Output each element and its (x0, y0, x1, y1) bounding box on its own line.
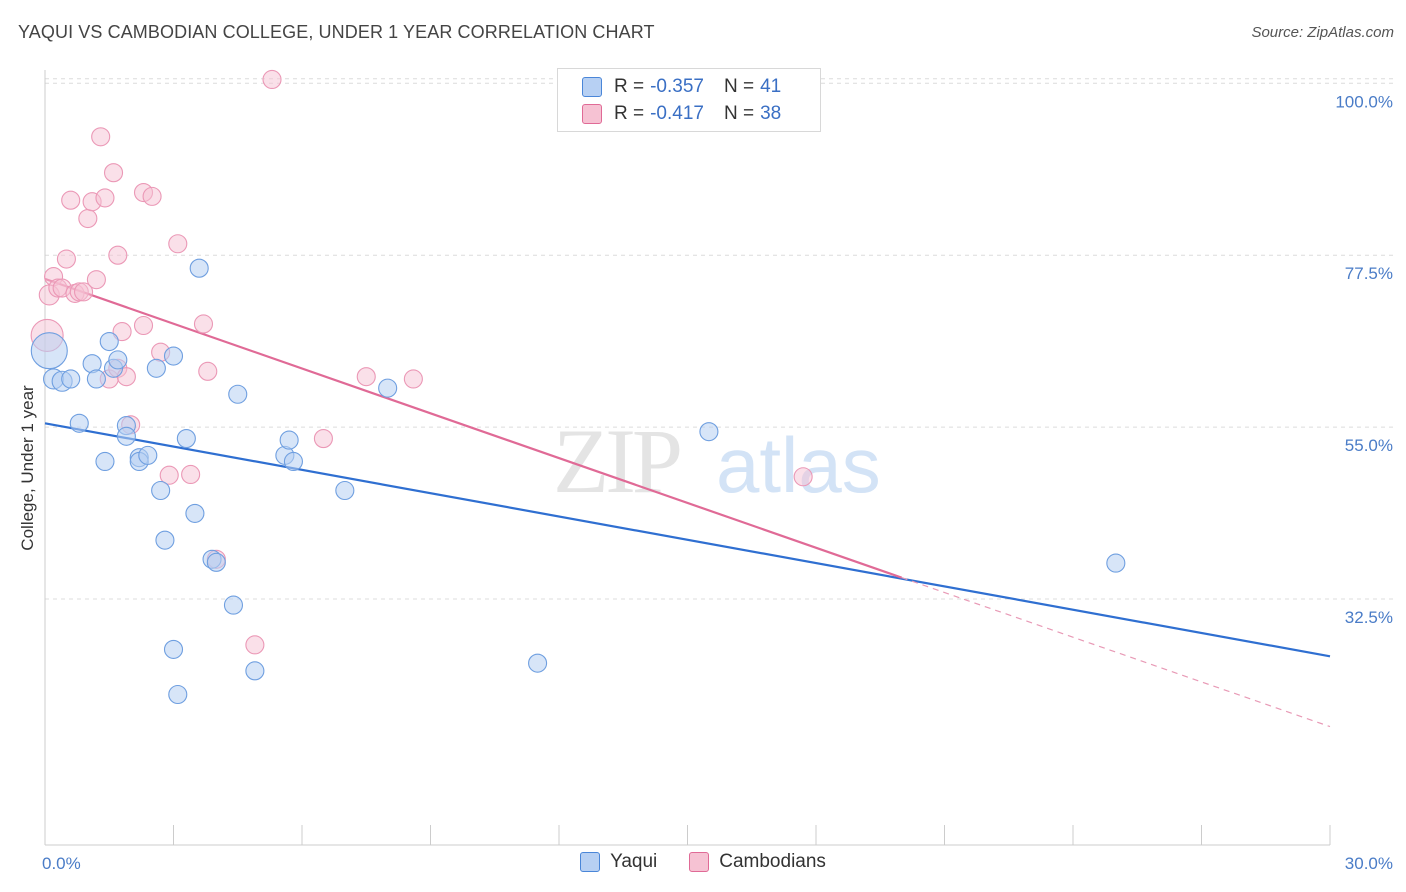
y-tick-label: 55.0% (1345, 436, 1393, 455)
cambodians-point (103, 163, 124, 183)
x-tick-label: 30.0% (1345, 854, 1393, 873)
cambodians-point (313, 429, 333, 449)
cambodians-swatch (689, 852, 710, 872)
cambodians-point (142, 186, 162, 206)
y-tick-label: 100.0% (1335, 92, 1393, 111)
r-value: -0.417 (650, 103, 704, 124)
r-label: R = (614, 103, 645, 124)
yaqui-point (61, 369, 81, 389)
cambodians-point (198, 361, 218, 381)
yaqui-point (1106, 553, 1126, 573)
yaqui-point (163, 639, 184, 659)
yaqui-point (378, 378, 398, 398)
yaqui-point (335, 480, 355, 501)
yaqui-point (189, 258, 209, 278)
y-tick-label: 77.5% (1345, 264, 1393, 283)
cambodians-point (86, 270, 106, 290)
legend-row-cambodians: R = -0.417 N = 38 (582, 101, 781, 127)
yaqui-point (86, 369, 106, 389)
trend-lines (44, 277, 1331, 728)
yaqui-point (146, 358, 166, 378)
yaqui-point (283, 451, 303, 472)
yaqui-point (206, 552, 226, 572)
yaqui-point (279, 430, 299, 450)
yaqui-point (95, 451, 115, 472)
trend-line-cambodians-extension (901, 577, 1331, 728)
yaqui-point (168, 684, 188, 705)
yaqui-point (155, 530, 175, 550)
series-legend: Yaqui Cambodians (0, 851, 1406, 873)
yaqui-point (108, 350, 128, 370)
n-value: 41 (760, 76, 782, 97)
cambodians-point (168, 234, 188, 254)
cambodians-point (108, 245, 128, 265)
cambodians-point (74, 282, 94, 302)
yaqui-swatch (582, 77, 602, 97)
cambodians-point (356, 367, 376, 387)
n-value: 38 (760, 103, 782, 124)
x-tick-label: 0.0% (42, 854, 81, 873)
trend-line-cambodians (44, 277, 903, 579)
legend-label-cambodians: Cambodians (719, 851, 826, 872)
watermark-zip: ZIP (553, 410, 680, 512)
legend-item-yaqui[interactable]: Yaqui (580, 851, 657, 873)
yaqui-point (151, 480, 171, 501)
cambodians-point (245, 635, 265, 655)
r-label: R = (614, 76, 645, 97)
source-label: Source: ZipAtlas.com (1251, 24, 1394, 41)
yaqui-point (138, 445, 158, 465)
cambodians-point (112, 322, 132, 342)
yaqui-point (228, 384, 248, 404)
yaqui-point (163, 346, 184, 366)
y-tick-label: 32.5% (1345, 608, 1393, 627)
trend-line-yaqui (44, 422, 1331, 658)
yaqui-point (223, 595, 244, 615)
cambodians-swatch (582, 104, 602, 124)
cambodians-point (78, 208, 98, 229)
cambodians-point (181, 464, 201, 485)
r-value: -0.357 (650, 76, 704, 97)
yaqui-point (69, 413, 89, 433)
legend-item-cambodians[interactable]: Cambodians (689, 851, 826, 873)
cambodians-point (403, 369, 423, 389)
gridlines (45, 78, 1395, 600)
stats-legend: R = -0.357 N = 41 R = -0.417 N = 38 (557, 68, 821, 132)
legend-row-yaqui: R = -0.357 N = 41 (582, 74, 781, 100)
cambodians-point (91, 127, 111, 147)
watermark-atlas: atlas (716, 421, 881, 509)
n-label: N = (723, 103, 755, 124)
data-points (30, 69, 1126, 705)
cambodians-point (262, 69, 282, 90)
yaqui-point (99, 331, 119, 352)
tick-labels: 100.0% 77.5% 55.0% 32.5% 0.0% 30.0% (42, 92, 1393, 873)
yaqui-swatch (580, 852, 601, 872)
cambodians-point (159, 465, 179, 485)
yaqui-point (699, 422, 719, 442)
yaqui-point (185, 503, 205, 523)
yaqui-point (30, 332, 68, 370)
cambodians-point (133, 315, 154, 336)
chart-title: YAQUI VS CAMBODIAN COLLEGE, UNDER 1 YEAR… (18, 22, 655, 42)
cambodians-point (95, 188, 115, 208)
yaqui-point (245, 661, 265, 681)
watermark: ZIP atlas (553, 410, 881, 512)
cambodians-point (56, 249, 76, 269)
yaqui-point (116, 426, 136, 446)
yaqui-point (176, 429, 196, 449)
yaqui-point (528, 653, 548, 673)
n-label: N = (723, 76, 755, 97)
cambodians-point (61, 190, 81, 210)
cambodians-point (193, 314, 214, 334)
cambodians-point (793, 467, 813, 487)
axes (44, 70, 1331, 846)
legend-label-yaqui: Yaqui (610, 851, 658, 872)
